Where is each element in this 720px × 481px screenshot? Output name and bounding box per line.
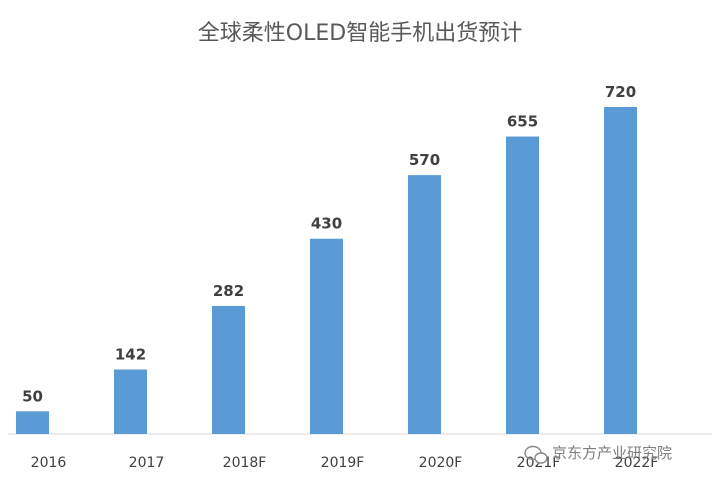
- category-label-2019f: 2019F: [321, 455, 365, 471]
- category-label-2018f: 2018F: [223, 455, 267, 471]
- category-label-2020f: 2020F: [419, 455, 463, 471]
- bar-2019f: [310, 238, 343, 434]
- value-label-2021f: 655: [507, 113, 538, 131]
- category-label-2016: 2016: [31, 455, 67, 471]
- bar-2018f: [212, 305, 245, 434]
- value-label-2022f: 720: [605, 83, 636, 101]
- bar-2022f: [604, 107, 637, 434]
- bar-2017: [114, 369, 147, 434]
- value-label-2019f: 430: [311, 215, 342, 233]
- bar-2016: [16, 411, 49, 434]
- value-label-2020f: 570: [409, 151, 440, 169]
- value-label-2017: 142: [115, 346, 146, 364]
- bar-2021f: [506, 136, 539, 435]
- watermark-text: 京东方产业研究院: [552, 444, 672, 462]
- category-label-2022f: 2022F: [615, 455, 659, 471]
- value-label-2016: 50: [22, 387, 43, 405]
- wechat-icon: [524, 445, 548, 464]
- bar-2020f: [408, 175, 441, 434]
- bars-group: 50 2016 142 2017 282 2018F 430 2019F 570 2020F 655…: [16, 83, 658, 471]
- chart-title: 全球柔性OLED智能手机出货预计: [198, 21, 522, 46]
- watermark: 京东方产业研究院: [524, 444, 672, 464]
- category-label-2017: 2017: [129, 455, 165, 471]
- value-label-2018f: 282: [213, 282, 244, 300]
